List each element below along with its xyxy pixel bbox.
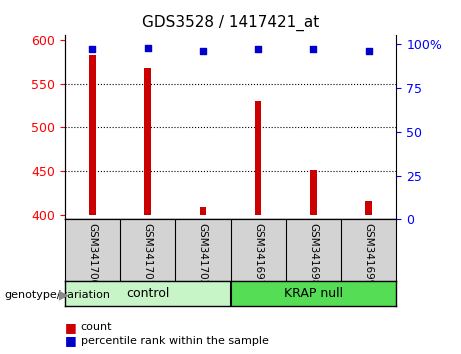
Text: GSM341702: GSM341702 — [198, 223, 208, 286]
Title: GDS3528 / 1417421_at: GDS3528 / 1417421_at — [142, 15, 319, 31]
Text: GSM341699: GSM341699 — [364, 223, 374, 286]
Text: KRAP null: KRAP null — [284, 287, 343, 300]
Text: GSM341697: GSM341697 — [253, 223, 263, 286]
Bar — [366, 201, 372, 215]
Bar — [89, 55, 95, 215]
Text: ■: ■ — [65, 321, 76, 334]
Text: ▶: ▶ — [59, 288, 69, 301]
Text: genotype/variation: genotype/variation — [5, 290, 111, 299]
Text: GSM341700: GSM341700 — [87, 223, 97, 286]
Bar — [200, 207, 206, 215]
Point — [144, 45, 151, 51]
Text: control: control — [126, 287, 169, 300]
Point — [365, 48, 372, 54]
Point — [89, 47, 96, 52]
Point — [310, 47, 317, 52]
Bar — [144, 68, 151, 215]
Text: GSM341701: GSM341701 — [142, 223, 153, 286]
Bar — [310, 170, 317, 215]
Text: percentile rank within the sample: percentile rank within the sample — [81, 336, 269, 346]
Bar — [230, 281, 396, 306]
Point — [254, 47, 262, 52]
Point — [199, 48, 207, 54]
Bar — [255, 101, 261, 215]
Text: count: count — [81, 322, 112, 332]
Text: GSM341698: GSM341698 — [308, 223, 319, 286]
Text: ■: ■ — [65, 334, 76, 347]
